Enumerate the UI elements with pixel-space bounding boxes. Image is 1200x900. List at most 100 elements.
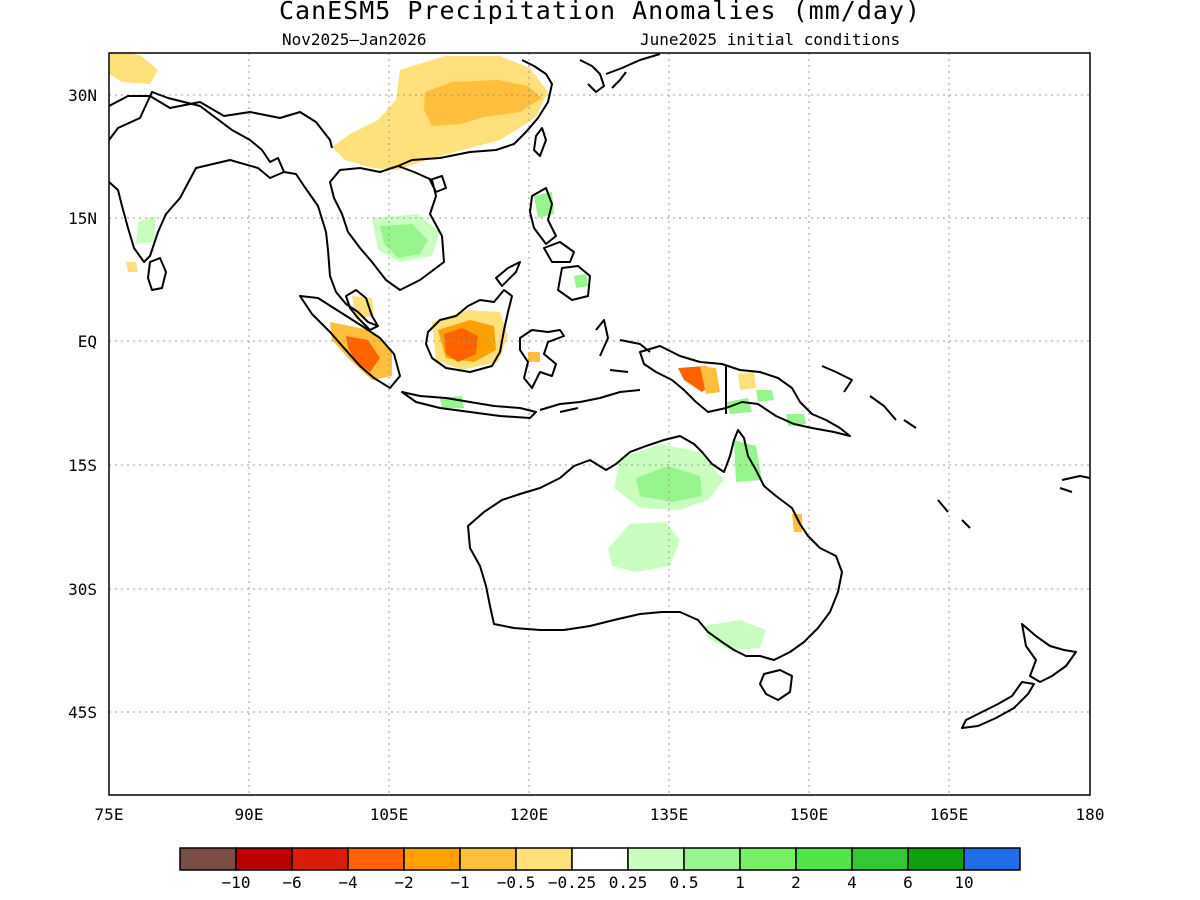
shade-india-south xyxy=(136,216,156,244)
coast-pacific-islands xyxy=(937,475,1090,529)
colorbar-swatch xyxy=(683,847,741,871)
shade-png-wet2 xyxy=(756,390,774,402)
lat-label: 30N xyxy=(68,86,97,105)
shade-aus-south xyxy=(704,620,766,650)
colorbar-label: −10 xyxy=(222,873,251,892)
coast-indochina xyxy=(329,165,445,291)
coast-java xyxy=(401,391,537,419)
shade-china-core xyxy=(424,80,542,126)
colorbar-swatch xyxy=(515,847,573,871)
colorbar-swatch xyxy=(795,847,853,871)
coast-palawan xyxy=(495,261,521,287)
coast-malaya xyxy=(345,289,379,331)
shade-borneo-core xyxy=(444,328,478,362)
anomaly-shading xyxy=(109,53,806,650)
coast-taiwan xyxy=(533,127,547,157)
coast-india-nw xyxy=(109,95,333,149)
longitude-labels: 75E 90E 105E 120E 135E 150E 165E 180 xyxy=(95,805,1105,824)
colorbar-swatch xyxy=(403,847,461,871)
coast-bismarck xyxy=(821,365,917,429)
shade-queensland xyxy=(792,514,802,532)
colorbar-label: 0.25 xyxy=(609,873,648,892)
colorbar-label: 4 xyxy=(847,873,857,892)
shade-indochina-green xyxy=(380,224,428,258)
shade-aus-central xyxy=(608,522,680,572)
colorbar-swatch xyxy=(739,847,797,871)
lon-label: 90E xyxy=(235,805,264,824)
colorbar-swatch xyxy=(963,847,1021,871)
colorbar-swatch xyxy=(627,847,685,871)
colorbar-swatch xyxy=(179,847,237,871)
shade-sulawesi xyxy=(528,352,540,362)
shade-srilanka xyxy=(126,262,138,272)
colorbar-label: −4 xyxy=(338,873,357,892)
coast-myanmar xyxy=(283,171,379,327)
color-bar: −10 −6 −4 −2 −1 −0.5 −0.25 0.25 0.5 1 2 4 6 10 xyxy=(179,847,1021,892)
coast-china xyxy=(397,59,553,167)
coast-india xyxy=(109,91,285,263)
coast-australia xyxy=(467,429,843,661)
colorbar-swatch xyxy=(571,847,629,871)
colorbar-label: 1 xyxy=(735,873,745,892)
latitude-labels: 30N 15N EQ 15S 30S 45S xyxy=(68,86,97,722)
coast-mindanao xyxy=(557,265,591,301)
coast-korea xyxy=(579,59,605,93)
colorbar-label: −0.5 xyxy=(497,873,536,892)
lat-label: 30S xyxy=(68,580,97,599)
coast-visayas xyxy=(543,241,575,263)
map-title: CanESM5 Precipitation Anomalies (mm/day) xyxy=(278,0,922,25)
colorbar-swatch xyxy=(291,847,349,871)
shade-mindanao xyxy=(574,274,588,288)
colorbar-label: 6 xyxy=(903,873,913,892)
lat-label: 45S xyxy=(68,703,97,722)
coast-moluccas xyxy=(595,319,651,373)
coast-srilanka xyxy=(147,257,167,291)
coast-borneo xyxy=(425,289,513,373)
colorbar-swatch xyxy=(459,847,517,871)
lon-label: 75E xyxy=(95,805,124,824)
coast-japan xyxy=(605,53,661,89)
shade-png-dry-outer xyxy=(700,366,720,394)
shade-sumatra-orange xyxy=(346,336,380,372)
shade-india-nw xyxy=(109,53,136,63)
valid-period-label: Nov2025–Jan2026 xyxy=(282,30,427,49)
lon-label: 120E xyxy=(510,805,549,824)
shade-cape-york xyxy=(734,440,762,482)
initial-conditions-label: June2025 initial conditions xyxy=(640,30,901,49)
colorbar-swatch xyxy=(851,847,909,871)
colorbar-label: 10 xyxy=(954,873,973,892)
colorbar-swatch xyxy=(235,847,293,871)
coast-sulawesi xyxy=(519,329,565,389)
graticule xyxy=(109,53,1090,795)
lat-label: EQ xyxy=(78,332,97,351)
coast-newguinea xyxy=(639,345,851,437)
lon-label: 165E xyxy=(930,805,969,824)
plot-frame xyxy=(108,52,1091,796)
coast-hainan xyxy=(429,175,447,193)
coast-nz-south xyxy=(961,681,1035,729)
shade-png-east-dry xyxy=(738,372,756,390)
colorbar-label: 2 xyxy=(791,873,801,892)
colorbar-label: −0.25 xyxy=(548,873,596,892)
lon-label: 150E xyxy=(790,805,829,824)
lon-label: 135E xyxy=(650,805,689,824)
colorbar-label: −2 xyxy=(394,873,413,892)
shade-aus-north-green xyxy=(636,466,702,502)
coast-tasmania xyxy=(759,669,793,701)
colorbar-label: −6 xyxy=(282,873,301,892)
lon-label: 180 xyxy=(1076,805,1105,824)
colorbar-swatch xyxy=(347,847,405,871)
coast-lesser-sunda xyxy=(539,389,641,413)
colorbar-label: −1 xyxy=(450,873,469,892)
coast-sumatra xyxy=(299,295,401,389)
lon-label: 105E xyxy=(370,805,409,824)
coastlines xyxy=(109,53,1090,729)
lat-label: 15N xyxy=(68,209,97,228)
coast-nz-north xyxy=(1021,623,1077,683)
colorbar-label: 0.5 xyxy=(670,873,699,892)
lat-label: 15S xyxy=(68,456,97,475)
coast-luzon xyxy=(529,187,557,245)
colorbar-swatch xyxy=(907,847,965,871)
